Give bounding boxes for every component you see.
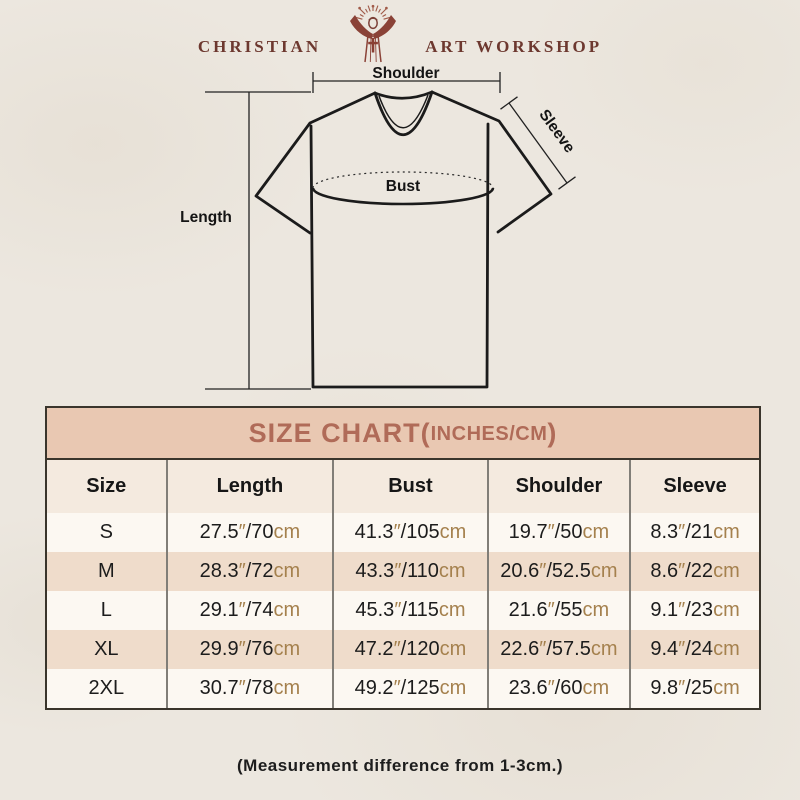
dimension-lines — [205, 72, 576, 390]
shoulder-measurement-cell: 21.6″/55cm — [486, 591, 631, 630]
column-header-row: Size Length Bust Shoulder Sleeve — [47, 460, 759, 513]
sleeve-measurement-cell: 8.3″/21cm — [629, 513, 759, 552]
size-chart-table: SIZE CHART( INCHES/CM ) Size Length Bust Sh… — [45, 406, 761, 710]
shoulder-measurement-cell: 22.6″/57.5cm — [486, 630, 631, 669]
table-row: L 29.1″/74cm 45.3″/115cm 21.6″/55cm 9.1″/23c… — [47, 591, 759, 630]
size-cell: S — [47, 513, 167, 552]
length-measurement-cell: 29.1″/74cm — [165, 591, 334, 630]
length-measurement-cell: 30.7″/78cm — [165, 669, 334, 708]
length-measurement-cell: 28.3″/72cm — [165, 552, 334, 591]
table-row: M 28.3″/72cm 43.3″/110cm 20.6″/52.5cm 8.6″/2… — [47, 552, 759, 591]
brand-name-left: CHRISTIAN — [197, 37, 322, 56]
shoulder-label: Shoulder — [372, 65, 439, 82]
bust-measurement-cell: 43.3″/110cm — [332, 552, 488, 591]
size-rows: S 27.5″/70cm 41.3″/105cm 19.7″/50cm 8.3″/21c… — [47, 513, 759, 708]
cross-icon — [368, 38, 379, 53]
bust-ellipse — [311, 171, 495, 206]
bust-label: Bust — [386, 178, 420, 195]
shoulder-measurement-cell: 20.6″/52.5cm — [486, 552, 631, 591]
bust-measurement-cell: 45.3″/115cm — [332, 591, 488, 630]
size-cell: 2XL — [47, 669, 167, 708]
table-row: XL 29.9″/76cm 47.2″/120cm 22.6″/57.5cm 9.4″/… — [47, 630, 759, 669]
size-chart-banner: SIZE CHART( INCHES/CM ) — [47, 408, 759, 460]
banner-units: INCHES/CM — [430, 423, 548, 445]
jesus-figure-icon — [350, 4, 397, 63]
length-measurement-cell: 27.5″/70cm — [165, 513, 334, 552]
size-cell: XL — [47, 630, 167, 669]
sunburst-rays-icon — [355, 4, 391, 20]
column-header-shoulder: Shoulder — [486, 460, 631, 513]
size-cell: M — [47, 552, 167, 591]
measurements-table: Size Length Bust Shoulder Sleeve S 27.5″/70cm… — [47, 460, 759, 708]
brand-name-right: ART WORKSHOP — [425, 37, 603, 56]
table-row: 2XL 30.7″/78cm 49.2″/125cm 23.6″/60cm 9.8″/2… — [47, 669, 759, 708]
figure-body — [350, 15, 397, 63]
tshirt-outline — [254, 90, 553, 389]
size-cell: L — [47, 591, 167, 630]
bust-measurement-cell: 49.2″/125cm — [332, 669, 488, 708]
banner-title: SIZE CHART( — [248, 417, 431, 448]
column-header-sleeve: Sleeve — [629, 460, 759, 513]
shoulder-measurement-cell: 23.6″/60cm — [486, 669, 631, 708]
brand-logo: CHRISTIAN ART WORKSHOP — [0, 4, 800, 64]
column-header-size: Size — [47, 460, 167, 513]
measurement-note: (Measurement difference from 1-3cm.) — [237, 756, 563, 775]
sleeve-measurement-cell: 9.1″/23cm — [629, 591, 759, 630]
sleeve-measurement-cell: 9.4″/24cm — [629, 630, 759, 669]
sleeve-measurement-cell: 9.8″/25cm — [629, 669, 759, 708]
length-measurement-cell: 29.9″/76cm — [165, 630, 334, 669]
bust-measurement-cell: 47.2″/120cm — [332, 630, 488, 669]
shoulder-measurement-cell: 19.7″/50cm — [486, 513, 631, 552]
column-header-length: Length — [165, 460, 334, 513]
bust-measurement-cell: 41.3″/105cm — [332, 513, 488, 552]
banner-title-close: ) — [547, 417, 558, 448]
tshirt-measurement-diagram: Shoulder Length Bust Sleeve — [180, 65, 578, 390]
length-label: Length — [180, 209, 232, 226]
column-header-bust: Bust — [332, 460, 488, 513]
table-row: S 27.5″/70cm 41.3″/105cm 19.7″/50cm 8.3″/21c… — [47, 513, 759, 552]
sleeve-measurement-cell: 8.6″/22cm — [629, 552, 759, 591]
